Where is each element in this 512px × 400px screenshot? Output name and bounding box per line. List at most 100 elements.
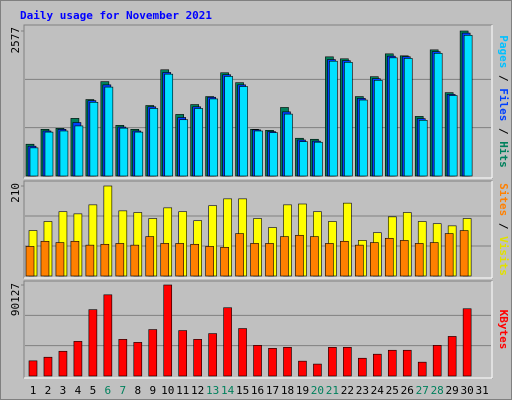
bar [223,307,232,377]
legend-entry: Pages [497,35,510,68]
bar [149,108,159,177]
x-tick-label: 4 [75,384,82,397]
bar [387,349,397,377]
bar [343,347,352,377]
bar [313,363,322,377]
x-tick-label: 10 [161,384,174,397]
bar [268,348,277,377]
x-tick-label: 26 [401,384,414,397]
x-tick-label: 1 [30,384,37,397]
bar [417,361,427,377]
x-tick-label: 16 [251,384,264,397]
y-tick-label: 90127 [9,283,22,316]
legend-entry: Visits [497,236,510,276]
x-tick-label: 13 [206,384,219,397]
bar [89,101,99,177]
bar [220,246,229,277]
x-tick-label: 25 [386,384,399,397]
y-tick-label: 210 [9,183,22,203]
x-tick-label: 12 [191,384,204,397]
bar [103,294,113,377]
bar [119,127,129,177]
bar [209,98,218,177]
x-tick-label: 11 [176,384,189,397]
bar [88,309,98,377]
bar [328,347,337,377]
bar [403,58,413,177]
bar [359,99,368,177]
bar [370,242,379,277]
bar [402,349,412,377]
bar [238,328,247,377]
bar [250,243,259,277]
bar [399,240,409,277]
bar [115,243,125,277]
bar [148,329,158,377]
legend-entry: Sites [497,183,510,216]
x-tick-label: 5 [90,384,97,397]
bar [74,125,84,177]
bar [344,62,353,177]
bar [355,244,364,277]
bar [59,130,69,177]
bar [43,356,53,377]
bar [208,333,217,377]
bar [463,35,473,177]
bar [235,233,244,277]
x-tick-label: 8 [134,384,141,397]
x-tick-label: 7 [120,384,127,397]
bar [160,243,170,277]
bar [265,243,274,277]
x-tick-label: 15 [236,384,249,397]
bar [193,339,202,377]
bar [414,243,424,277]
x-tick-label: 22 [341,384,354,397]
bar [340,240,349,277]
x-tick-label: 20 [311,384,324,397]
x-tick-label: 29 [446,384,459,397]
bar [418,119,428,177]
bar [310,236,319,277]
legend-separator: / [497,68,510,88]
bar [269,132,278,177]
x-tick-label: 9 [149,384,156,397]
bar [29,147,39,177]
x-tick-label: 6 [105,384,112,397]
legend: Sites / Visits [497,183,510,276]
bar [133,342,143,377]
bar [388,57,398,177]
bar [175,243,184,277]
bar [100,243,110,277]
x-tick-label: 14 [221,384,235,397]
bar [358,357,367,377]
bar [433,53,443,177]
bar [284,113,293,177]
bar [295,234,304,277]
bar [448,95,458,177]
legend-entry: Hits [497,141,510,168]
bar [118,339,128,377]
bar [205,246,214,277]
x-tick-label: 31 [475,384,488,397]
bar [299,141,308,177]
bar [164,73,174,177]
bar [58,350,68,377]
bar [432,345,442,377]
bar [28,360,38,377]
x-tick-label: 3 [60,384,67,397]
legend: KBytes [497,310,510,350]
bar [254,130,263,177]
bar [314,141,323,177]
bar [429,242,439,277]
bar [40,240,50,277]
bar [298,360,307,377]
bar [253,345,262,377]
bar [194,108,203,177]
x-tick-label: 24 [371,384,385,397]
x-tick-label: 21 [326,384,339,397]
chart-title: Daily usage for November 2021 [20,9,212,22]
bar [73,341,83,377]
bar [224,76,233,177]
legend-separator: / [497,121,510,141]
